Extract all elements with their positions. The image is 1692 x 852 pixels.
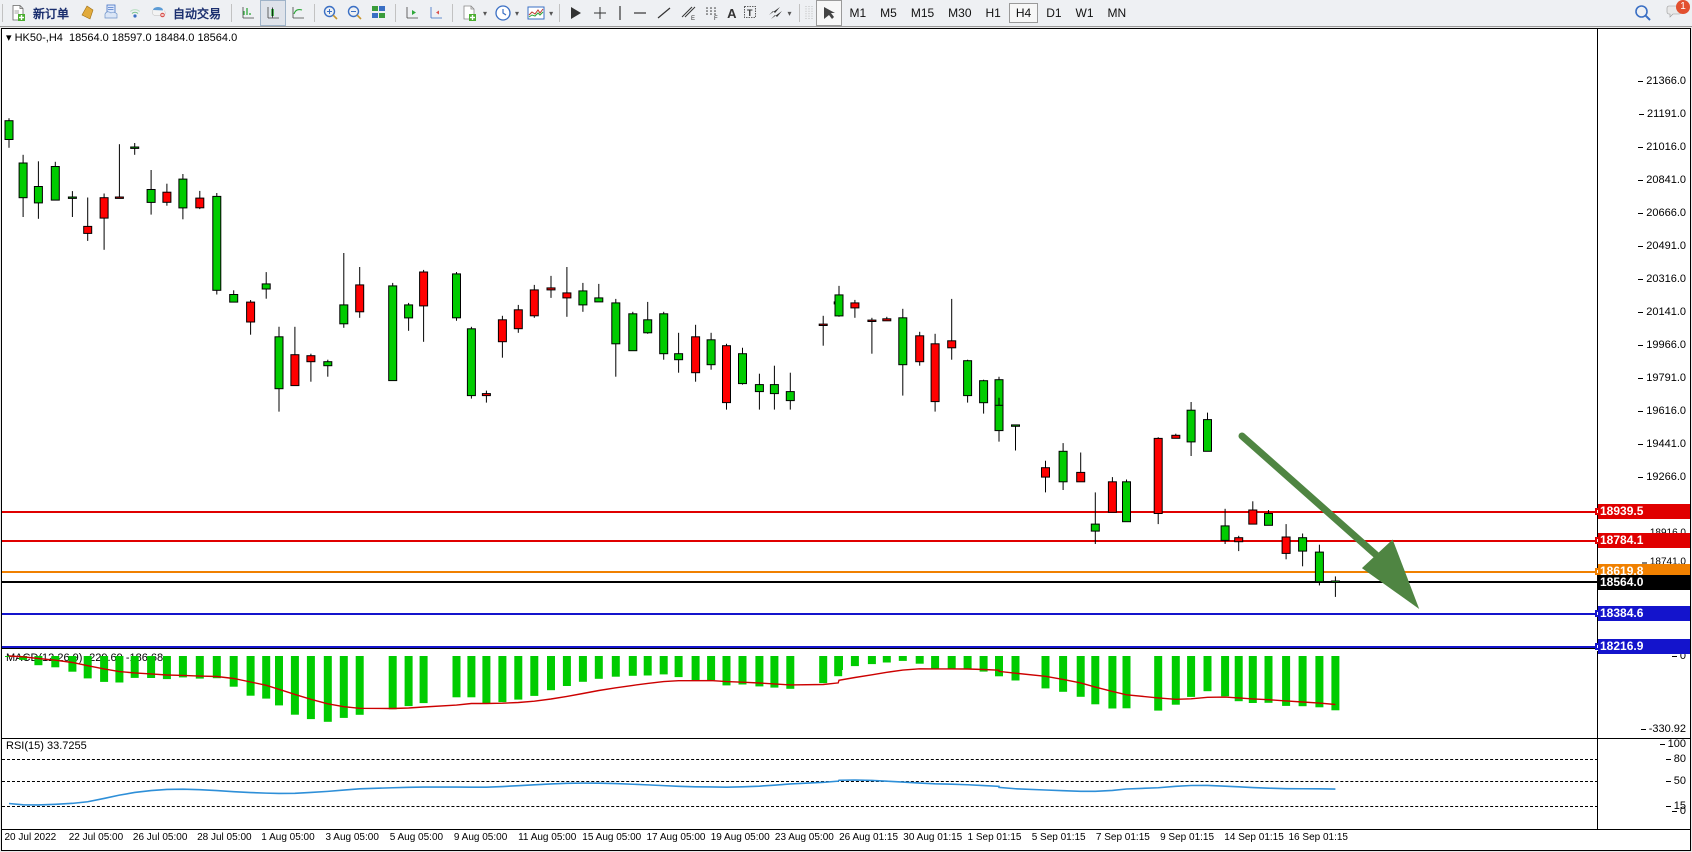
svg-text:E: E bbox=[691, 16, 695, 22]
svg-text:T: T bbox=[747, 8, 753, 18]
svg-text:F: F bbox=[714, 16, 718, 22]
